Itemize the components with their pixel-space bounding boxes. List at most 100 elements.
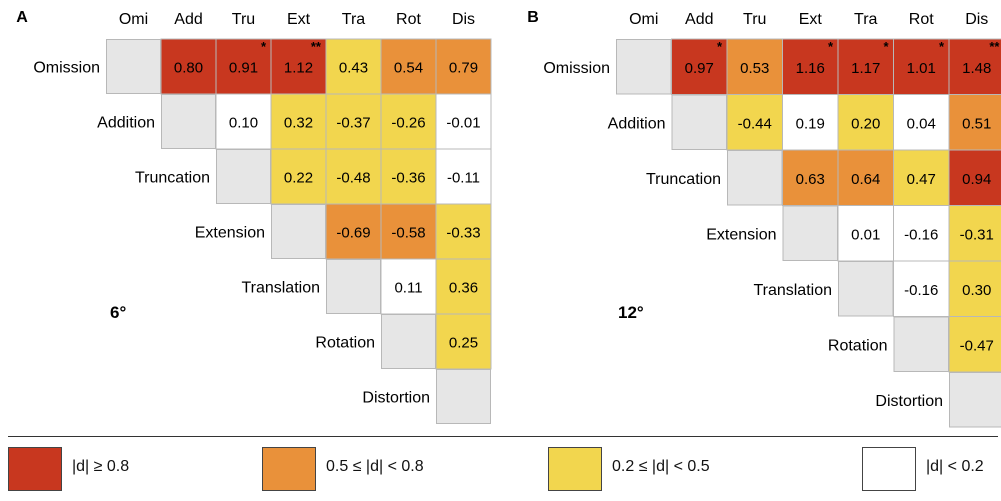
cell-value: 0.19: [796, 115, 825, 132]
row-label-rotation: Rotation: [315, 335, 375, 352]
cell-value: 1.01: [907, 60, 936, 77]
heatmap-cell: [380, 258, 437, 315]
significance-marker: **: [989, 39, 1000, 54]
heatmap-cell: [435, 258, 492, 315]
heatmap-cell: [893, 94, 950, 151]
column-label-omi: Omi: [629, 11, 658, 28]
row-label-translation: Translation: [241, 280, 320, 297]
cell-value: 1.16: [796, 60, 825, 77]
column-label-add: Add: [174, 11, 202, 28]
column-label-dis: Dis: [452, 11, 475, 28]
legend-label: |d| < 0.2: [926, 458, 984, 475]
cell-value: -0.16: [904, 282, 938, 299]
cell-value: 0.04: [907, 115, 936, 132]
heatmap-cell: [782, 94, 839, 151]
cell-value: 0.94: [962, 171, 991, 188]
column-label-tru: Tru: [232, 11, 255, 28]
column-label-tru: Tru: [743, 11, 766, 28]
heatmap-cell: [893, 260, 950, 317]
significance-marker: **: [311, 39, 322, 54]
cell-value: 0.36: [449, 280, 478, 297]
legend-swatch: [8, 447, 62, 491]
condition-label: 12°: [618, 303, 644, 322]
cell-value: 0.10: [229, 115, 258, 132]
diagonal-cell: [893, 316, 949, 372]
cell-value: -0.16: [904, 226, 938, 243]
column-label-ext: Ext: [287, 11, 311, 28]
legend-label: 0.5 ≤ |d| < 0.8: [326, 458, 424, 475]
cell-value: 0.79: [449, 60, 478, 77]
cell-value: 1.48: [962, 60, 991, 77]
diagonal-cell: [782, 205, 838, 261]
row-label-truncation: Truncation: [646, 171, 721, 188]
cell-value: -0.31: [960, 226, 994, 243]
heatmap-cell: [325, 93, 382, 150]
cell-value: 0.64: [851, 171, 880, 188]
row-label-addition: Addition: [97, 115, 155, 132]
heatmap-cell: [270, 93, 327, 150]
cell-value: -0.37: [336, 115, 370, 132]
column-label-rot: Rot: [396, 11, 421, 28]
diagonal-cell: [106, 39, 161, 94]
row-label-distortion: Distortion: [875, 393, 943, 410]
legend-swatch: [262, 447, 316, 491]
condition-label: 6°: [110, 303, 126, 322]
diagonal-cell: [616, 39, 672, 95]
heatmap-cell: [325, 148, 382, 205]
diagonal-cell: [838, 261, 894, 317]
heatmap-cell: [948, 38, 1001, 95]
heatmap-panel-b: B 12° Omi Add Tru Ext Tra Rot Dis Omission Additio…: [527, 9, 1001, 428]
legend-label: 0.2 ≤ |d| < 0.5: [612, 458, 710, 475]
cell-value: -0.36: [391, 170, 425, 187]
row-label-translation: Translation: [753, 282, 832, 299]
cell-value: 0.11: [394, 280, 422, 297]
cell-value: 0.47: [907, 171, 936, 188]
row-label-omission: Omission: [33, 60, 100, 77]
legend-divider: [8, 436, 998, 437]
significance-marker: *: [883, 39, 889, 54]
cell-value: -0.58: [391, 225, 425, 242]
cell-value: 0.63: [796, 171, 825, 188]
panel-label: A: [16, 9, 28, 26]
column-label-ext: Ext: [799, 11, 823, 28]
heatmap-cell: [160, 38, 217, 95]
diagonal-cell: [949, 372, 1001, 428]
cell-value: 0.32: [284, 115, 313, 132]
cell-value: -0.26: [391, 115, 425, 132]
cell-value: 0.43: [339, 60, 368, 77]
row-label-truncation: Truncation: [135, 170, 210, 187]
diagonal-cell: [727, 150, 783, 206]
heatmap-cell: [893, 38, 950, 95]
column-label-dis: Dis: [965, 11, 988, 28]
heatmap-panel-a: A 6° Omi Add Tru Ext Tra Rot Dis Omission Addition…: [16, 9, 492, 424]
cell-value: 0.51: [962, 115, 991, 132]
cell-value: 0.54: [394, 60, 423, 77]
heatmap-cell: [837, 94, 894, 151]
cell-value: 0.91: [229, 60, 258, 77]
heatmap-cell: [215, 38, 272, 95]
row-label-omission: Omission: [543, 60, 610, 77]
diagonal-cell: [381, 314, 436, 369]
significance-marker: *: [261, 39, 267, 54]
diagonal-cell: [326, 259, 381, 314]
heatmap-cell: [782, 149, 839, 206]
column-label-tra: Tra: [854, 11, 878, 28]
column-label-add: Add: [685, 11, 713, 28]
cell-value: -0.48: [336, 170, 370, 187]
heatmap-cell: [435, 203, 492, 260]
cell-value: -0.11: [447, 170, 480, 187]
legend-swatch: [548, 447, 602, 491]
diagonal-cell: [216, 149, 271, 204]
diagonal-cell: [436, 369, 491, 424]
row-label-extension: Extension: [706, 226, 776, 243]
row-label-rotation: Rotation: [828, 337, 888, 354]
cell-value: 0.20: [851, 115, 880, 132]
cell-value: -0.44: [738, 115, 772, 132]
heatmap-cell: [726, 38, 783, 95]
cell-value: 1.17: [851, 60, 880, 77]
column-label-omi: Omi: [119, 11, 148, 28]
heatmap-cell: [380, 203, 437, 260]
heatmap-cell: [435, 93, 492, 150]
significance-marker: *: [717, 39, 723, 54]
